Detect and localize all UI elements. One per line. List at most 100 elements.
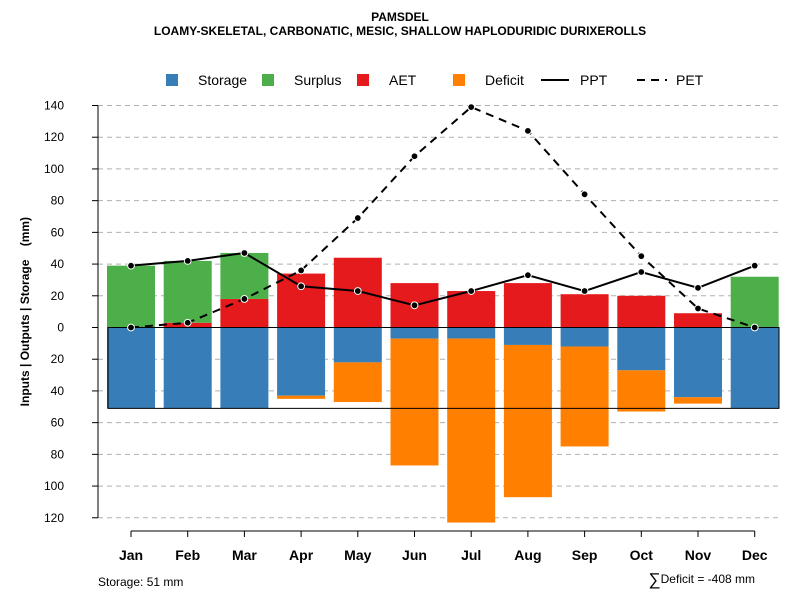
storage-bar [617,327,666,371]
y-tick-label: 80 [51,447,65,461]
y-tick-label: 100 [44,479,64,493]
y-axis-label: Inputs | Outputs | Storage (mm) [18,217,32,406]
ppt-line-point [580,287,589,295]
y-tick-label: 40 [51,257,65,271]
pet-line-point [467,103,476,111]
deficit-bar [390,338,439,466]
storage-bar [503,327,552,345]
surplus-bar [107,265,155,328]
legend-swatch-aet [357,74,369,86]
storage-bar [163,327,212,409]
ppt-line-point [353,287,362,295]
y-tick-label: 140 [44,99,64,113]
storage-bar [730,327,779,409]
y-tick-label: 60 [51,416,65,430]
ppt-line-point [750,261,759,270]
x-tick-label: Aug [514,547,541,563]
pet-line-point [240,295,249,303]
storage-bar [277,327,326,396]
legend-swatch-surplus [262,74,274,86]
y-tick-label: 60 [51,225,65,239]
ppt-line-point [467,287,476,295]
x-tick-label: Apr [289,547,314,563]
x-tick-label: May [344,547,371,563]
ppt-line-point [694,283,702,292]
pet-line-point [524,126,532,135]
ppt-line-point [127,261,135,270]
legend-label-ppt: PPT [580,72,608,88]
aet-bar [503,283,552,328]
deficit-bar [277,395,326,399]
storage-bar [220,327,269,409]
surplus-bar [220,252,269,299]
deficit-bar [617,370,666,412]
storage-note: Storage: 51 mm [98,575,184,589]
y-tick-label: 0 [57,321,64,335]
aet-bar [447,291,496,328]
storage-bar [107,327,155,409]
chart-title: PAMSDEL [371,10,429,24]
ppt-line-point [637,268,646,276]
x-tick-label: Mar [232,547,257,563]
x-tick-label: Feb [175,547,200,563]
storage-bar [333,327,382,363]
pet-line-point [580,190,589,199]
pet-line-point [127,323,135,332]
storage-bar [390,327,439,339]
legend-label-surplus: Surplus [294,72,341,88]
x-tick-label: Jan [119,547,143,563]
surplus-bar [730,276,779,328]
legend-swatch-deficit [453,74,465,86]
legend-label-aet: AET [389,72,417,88]
pet-line [130,105,756,329]
pet-line-point [183,318,192,327]
ppt-line-point [183,257,192,265]
x-tick-label: Dec [742,547,768,563]
x-tick-label: Oct [630,547,654,563]
pet-line-point [353,214,362,222]
y-tick-label: 20 [51,289,65,303]
surplus-bar [163,260,212,323]
storage-capacity-box [107,327,780,409]
deficit-bar [560,346,609,447]
deficit-bar [674,397,722,404]
x-tick-label: Jun [402,547,427,563]
deficit-bar [333,362,382,403]
sum-symbol: ∑ [648,570,661,589]
pet-line-point [410,152,419,161]
storage-bar [560,327,609,347]
aet-bar [220,298,269,328]
y-tick-label: 20 [51,352,65,366]
y-tick-label: 120 [44,511,64,525]
storage-bar [674,327,722,398]
deficit-text: Deficit = -408 mm [660,572,755,586]
y-tick-label: 40 [51,384,65,398]
y-tick-label: 80 [51,194,65,208]
ppt-line-point [410,301,419,310]
legend-swatch-storage [166,74,178,86]
pet-line-point [694,304,702,313]
legend-label-storage: Storage [198,72,247,88]
legend-label-pet: PET [676,72,704,88]
ppt-line-point [524,271,532,280]
deficit-note: ∑Deficit = -408 mm [649,570,755,590]
aet-bar [560,294,609,328]
aet-bar [674,313,722,328]
chart-subtitle: LOAMY-SKELETAL, CARBONATIC, MESIC, SHALL… [153,24,647,38]
deficit-bar [447,338,496,523]
ppt-line-point [297,282,306,291]
pet-line-point [637,252,646,261]
pet-line-point [297,266,306,275]
aet-bar [277,273,326,328]
storage-bar [447,327,496,339]
pet-line-point [750,323,759,332]
aet-bar [617,295,666,328]
y-tick-label: 120 [44,130,64,144]
deficit-bar [503,344,552,498]
x-tick-label: Jul [461,547,481,563]
x-tick-label: Nov [685,547,712,563]
ppt-line [130,251,756,307]
x-tick-label: Sep [572,547,598,563]
y-tick-label: 100 [44,162,64,176]
